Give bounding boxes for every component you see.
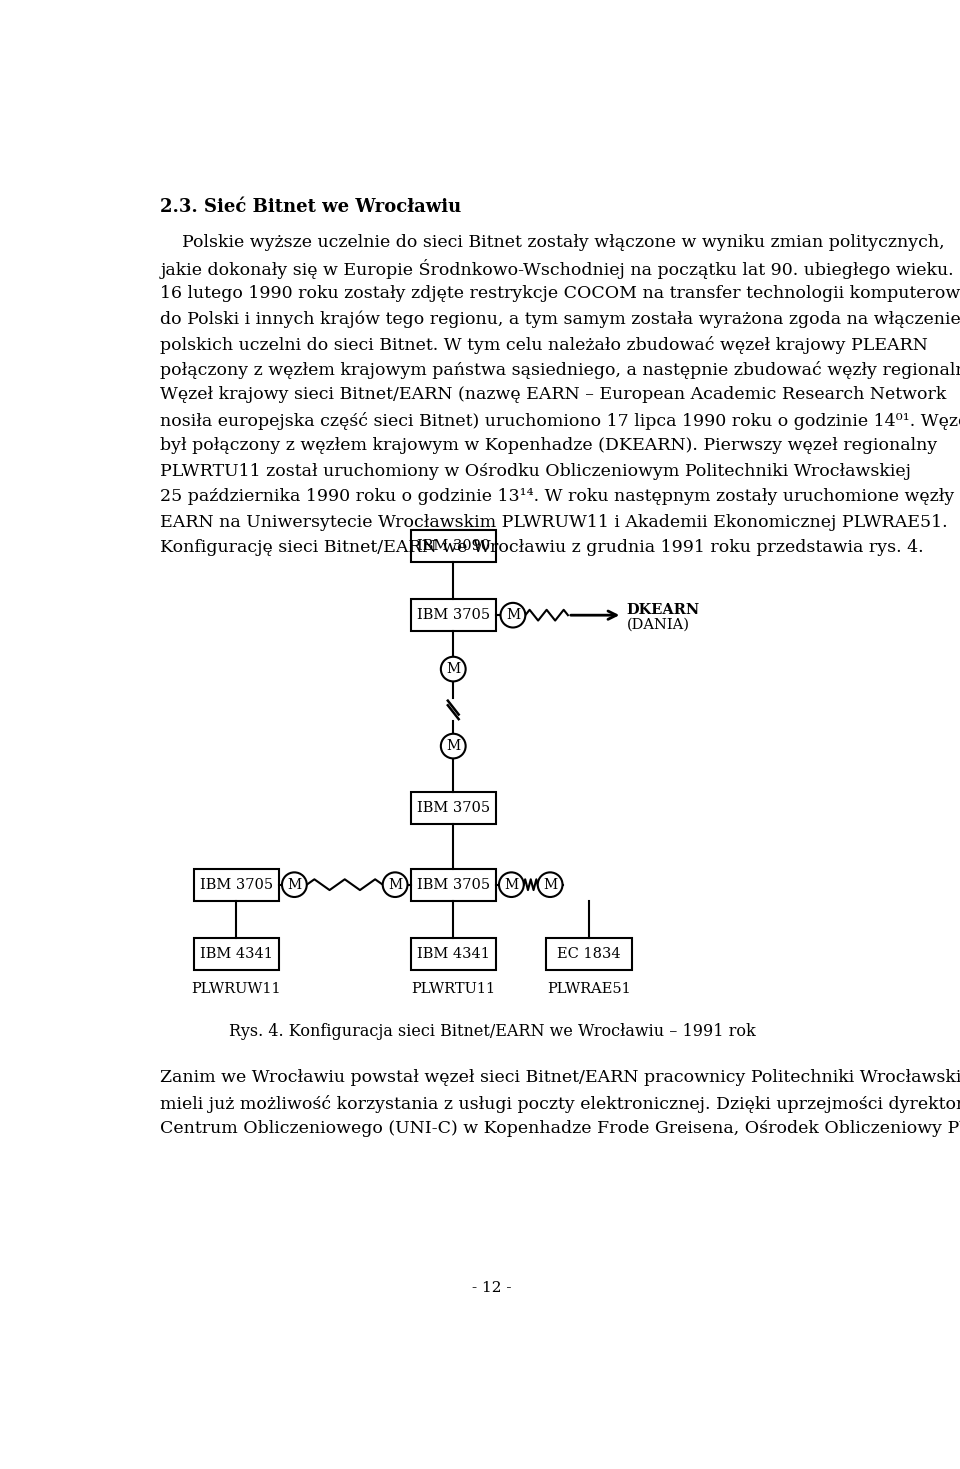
Bar (411, 530, 496, 563)
Circle shape (441, 733, 466, 758)
Text: do Polski i innych krajów tego regionu, a tym samym została wyrażona zgoda na wł: do Polski i innych krajów tego regionu, … (160, 310, 960, 328)
Text: IBM 3705: IBM 3705 (417, 877, 490, 892)
Text: PLWRTU11 został uruchomiony w Ośrodku Obliczeniowym Politechniki Wrocławskiej: PLWRTU11 został uruchomiony w Ośrodku Ob… (160, 463, 911, 480)
Text: nosiła europejska część sieci Bitnet) uruchomiono 17 lipca 1990 roku o godzinie : nosiła europejska część sieci Bitnet) ur… (160, 411, 960, 430)
Bar (411, 599, 496, 632)
Circle shape (499, 873, 524, 898)
Text: M: M (504, 877, 518, 892)
Text: Polskie wyższe uczelnie do sieci Bitnet zostały włączone w wyniku zmian politycz: Polskie wyższe uczelnie do sieci Bitnet … (160, 234, 945, 251)
Text: Węzeł krajowy sieci Bitnet/EARN (nazwę EARN – European Academic Research Network: Węzeł krajowy sieci Bitnet/EARN (nazwę E… (160, 386, 947, 404)
Bar (194, 937, 278, 970)
Text: M: M (446, 739, 460, 754)
Text: (DANIA): (DANIA) (627, 617, 690, 632)
Text: był połączony z węzłem krajowym w Kopenhadze (DKEARN). Pierwszy węzeł regionalny: był połączony z węzłem krajowym w Kopenh… (160, 438, 938, 454)
Text: PLWRAE51: PLWRAE51 (547, 983, 631, 996)
Text: EARN na Uniwersytecie Wrocławskim PLWRUW11 i Akademii Ekonomicznej PLWRAE51.: EARN na Uniwersytecie Wrocławskim PLWRUW… (160, 514, 948, 530)
Bar (411, 792, 496, 824)
Text: M: M (506, 608, 520, 623)
Bar (194, 868, 278, 900)
Text: IBM 4341: IBM 4341 (200, 948, 273, 961)
Circle shape (383, 873, 408, 898)
Text: połączony z węzłem krajowym państwa sąsiedniego, a następnie zbudować węzły regi: połączony z węzłem krajowym państwa sąsi… (160, 361, 960, 379)
Text: Rys. 4. Konfiguracja sieci Bitnet/EARN we Wrocławiu – 1991 rok: Rys. 4. Konfiguracja sieci Bitnet/EARN w… (228, 1024, 756, 1040)
Text: 2.3. Sieć Bitnet we Wrocławiu: 2.3. Sieć Bitnet we Wrocławiu (160, 198, 462, 216)
Text: jakie dokonały się w Europie Środnkowo-Wschodniej na początku lat 90. ubiegłego : jakie dokonały się w Europie Środnkowo-W… (160, 260, 954, 279)
Circle shape (500, 602, 525, 627)
Text: Centrum Obliczeniowego (UNI-C) w Kopenhadze Frode Greisena, Ośrodek Obliczeniowy: Centrum Obliczeniowego (UNI-C) w Kopenha… (160, 1121, 960, 1137)
Bar (546, 937, 632, 970)
Text: 16 lutego 1990 roku zostały zdjęte restrykcje COCOM na transfer technologii komp: 16 lutego 1990 roku zostały zdjęte restr… (160, 285, 960, 301)
Text: 25 października 1990 roku o godzinie 13¹⁴. W roku następnym zostały uruchomione : 25 października 1990 roku o godzinie 13¹… (160, 488, 960, 505)
Text: DKEARN: DKEARN (627, 602, 700, 617)
Bar (411, 937, 496, 970)
Bar (411, 868, 496, 900)
Text: M: M (446, 663, 460, 676)
Text: M: M (543, 877, 557, 892)
Text: IBM 4341: IBM 4341 (417, 948, 490, 961)
Text: IBM 3705: IBM 3705 (417, 608, 490, 623)
Text: M: M (287, 877, 301, 892)
Text: mieli już możliwość korzystania z usługi poczty elektronicznej. Dzięki uprzejmoś: mieli już możliwość korzystania z usługi… (160, 1094, 960, 1114)
Text: - 12 -: - 12 - (472, 1281, 512, 1296)
Circle shape (282, 873, 307, 898)
Circle shape (538, 873, 563, 898)
Circle shape (441, 657, 466, 682)
Text: IBM 3090: IBM 3090 (417, 539, 490, 552)
Text: PLWRTU11: PLWRTU11 (411, 983, 495, 996)
Text: M: M (388, 877, 402, 892)
Text: Konfigurację sieci Bitnet/EARN we Wrocławiu z grudnia 1991 roku przedstawia rys.: Konfigurację sieci Bitnet/EARN we Wrocła… (160, 539, 924, 555)
Text: IBM 3705: IBM 3705 (417, 801, 490, 815)
Text: polskich uczelni do sieci Bitnet. W tym celu należało zbudować węzeł krajowy PLE: polskich uczelni do sieci Bitnet. W tym … (160, 336, 928, 354)
Text: Zanim we Wrocławiu powstał węzeł sieci Bitnet/EARN pracownicy Politechniki Wrocł: Zanim we Wrocławiu powstał węzeł sieci B… (160, 1069, 960, 1087)
Text: IBM 3705: IBM 3705 (200, 877, 273, 892)
Text: PLWRUW11: PLWRUW11 (191, 983, 281, 996)
Text: EC 1834: EC 1834 (557, 948, 621, 961)
